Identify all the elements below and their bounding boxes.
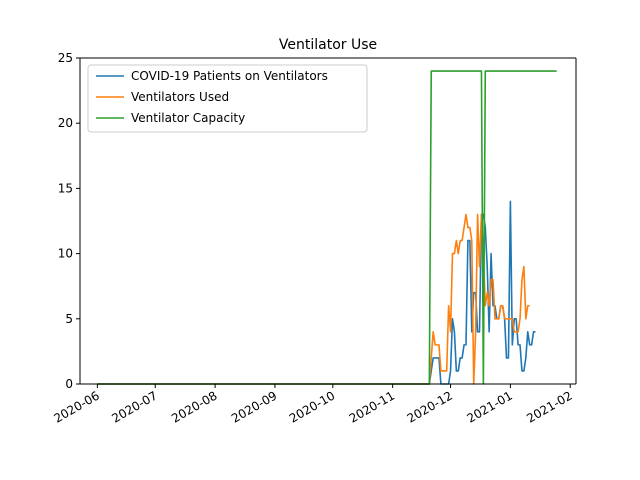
x-tick-label: 2020-06 bbox=[51, 388, 101, 425]
y-tick-label: 0 bbox=[65, 377, 73, 391]
chart-title: Ventilator Use bbox=[279, 37, 377, 53]
series-line-2 bbox=[97, 213, 530, 385]
y-tick-label: 20 bbox=[58, 116, 73, 130]
y-tick-label: 5 bbox=[65, 312, 73, 326]
y-tick-label: 25 bbox=[58, 51, 73, 65]
series-line-1 bbox=[97, 200, 536, 385]
x-tick-label: 2021-01 bbox=[464, 388, 514, 425]
x-tick-label: 2020-11 bbox=[347, 388, 397, 425]
legend-box bbox=[87, 64, 368, 133]
legend: COVID-19 Patients on Ventilators Ventilat… bbox=[87, 64, 368, 133]
legend-label: COVID-19 Patients on Ventilators bbox=[131, 69, 328, 83]
x-tick-label: 2020-07 bbox=[109, 388, 159, 425]
x-tick-label: 2021-02 bbox=[524, 388, 574, 425]
legend-label: Ventilators Used bbox=[131, 90, 229, 104]
y-tick-label: 10 bbox=[58, 247, 73, 261]
x-tick-label: 2020-08 bbox=[169, 388, 219, 425]
y-tick-label: 15 bbox=[58, 181, 73, 195]
x-axis: 2020-06 2020-07 2020-08 2020-09 2020-10 2020-… bbox=[51, 383, 576, 426]
x-tick-label: 2020-09 bbox=[229, 388, 279, 425]
y-axis: 0 5 10 15 20 25 bbox=[58, 51, 81, 391]
legend-label: Ventilator Capacity bbox=[131, 111, 245, 125]
x-tick-label: 2020-12 bbox=[405, 388, 455, 425]
x-tick-label: 2020-10 bbox=[287, 388, 337, 425]
